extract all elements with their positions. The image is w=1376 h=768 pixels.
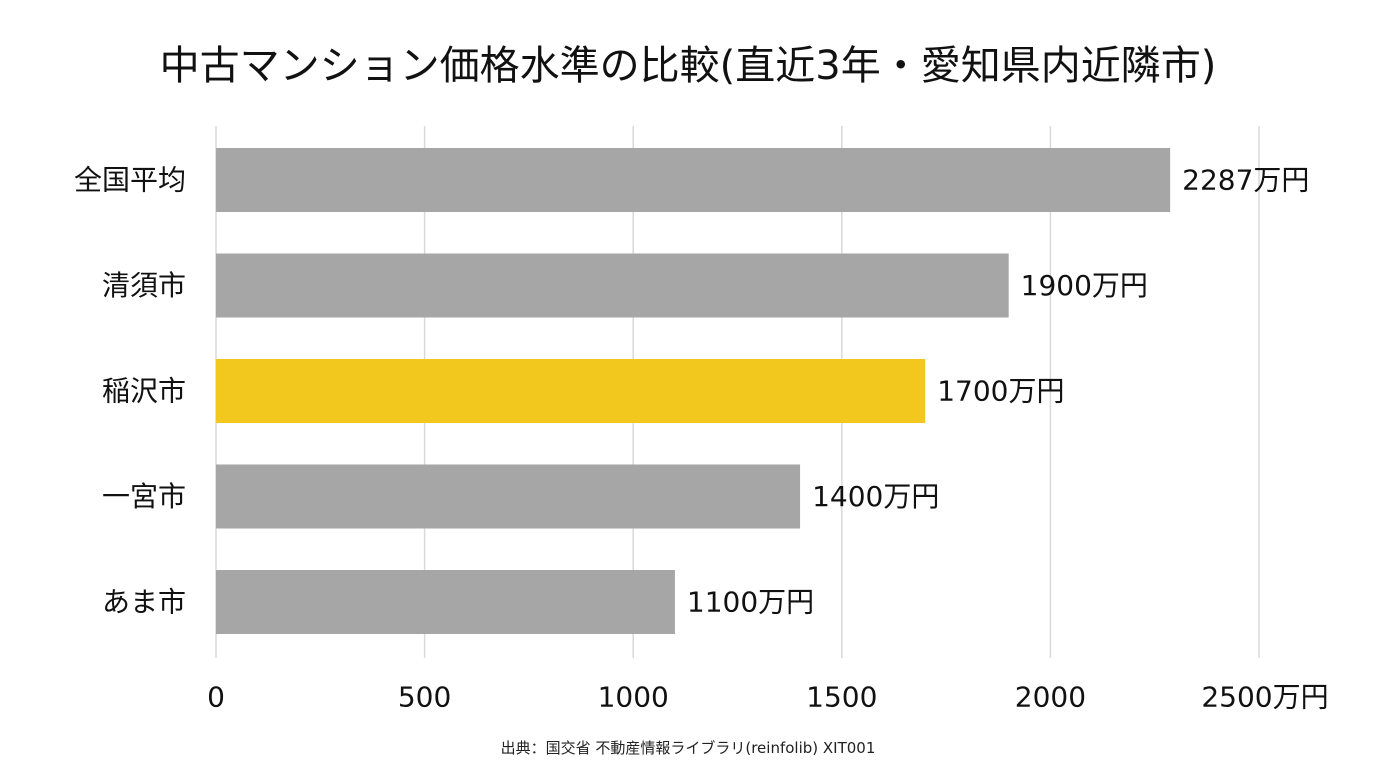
source-note: 出典：国交省 不動産情報ライブラリ(reinfolib) XIT001 xyxy=(500,739,876,757)
bars-layer xyxy=(216,148,1171,634)
x-tick-label-0: 0 xyxy=(207,681,225,714)
chart-title: 中古マンション価格水準の比較(直近3年・愛知県内近隣市) xyxy=(159,43,1217,89)
x-tick-label-3: 1500 xyxy=(806,681,877,714)
value-label-2: 1700万円 xyxy=(937,375,1064,408)
category-label-1: 清須市 xyxy=(102,269,186,302)
bar-1 xyxy=(216,253,1009,318)
x-tick-label-2: 1000 xyxy=(598,681,669,714)
value-label-1: 1900万円 xyxy=(1021,269,1148,302)
value-label-0: 2287万円 xyxy=(1182,164,1309,197)
x-tick-labels: 0 500 1000 1500 2000 2500万円 xyxy=(207,681,1329,714)
x-tick-label-4: 2000 xyxy=(1015,681,1086,714)
category-label-0: 全国平均 xyxy=(74,164,186,197)
bar-4 xyxy=(216,570,675,634)
category-label-4: あま市 xyxy=(102,586,186,619)
value-labels: 2287万円 1900万円 1700万円 1400万円 1100万円 xyxy=(687,164,1309,619)
x-tick-label-5: 2500万円 xyxy=(1201,681,1328,714)
category-label-3: 一宮市 xyxy=(102,480,186,513)
x-tick-label-1: 500 xyxy=(398,681,451,714)
category-label-2: 稲沢市 xyxy=(102,375,186,408)
value-label-4: 1100万円 xyxy=(687,586,814,619)
value-label-3: 1400万円 xyxy=(812,480,939,513)
bar-2 xyxy=(216,359,926,423)
bar-3 xyxy=(216,464,801,529)
bar-0 xyxy=(216,148,1171,212)
